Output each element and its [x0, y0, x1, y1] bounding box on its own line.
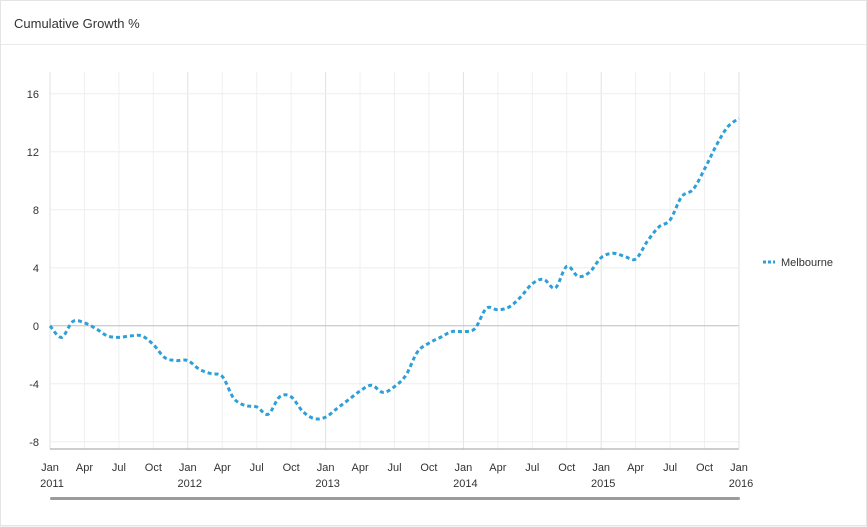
- x-tick-year-label: 2011: [40, 478, 64, 490]
- x-tick-label: Jan: [317, 462, 335, 474]
- y-tick-label: -8: [29, 437, 39, 449]
- x-tick-label: Apr: [76, 462, 93, 474]
- y-tick-label: 4: [33, 263, 39, 275]
- x-tick-label: Apr: [489, 462, 506, 474]
- x-tick-label: Jan: [592, 462, 610, 474]
- x-tick-label: Jul: [525, 462, 539, 474]
- y-tick-label: 16: [27, 89, 39, 101]
- chart-legend[interactable]: Melbourne: [763, 257, 833, 269]
- y-tick-label: 8: [33, 205, 39, 217]
- legend-label[interactable]: Melbourne: [781, 257, 833, 269]
- panel-title: Cumulative Growth %: [14, 16, 140, 31]
- panel-header: Cumulative Growth %: [1, 1, 866, 45]
- x-tick-label: Oct: [420, 462, 437, 474]
- x-tick-year-label: 2016: [729, 478, 753, 490]
- x-tick-label: Jul: [663, 462, 677, 474]
- x-tick-label: Jan: [730, 462, 748, 474]
- x-tick-label: Apr: [214, 462, 231, 474]
- chart-axes: 16 12 8 4 0 -4 -8 Jan 2011 Apr Jul Oct Jan 2012 Apr Jul…: [27, 72, 753, 490]
- chart-gridlines: [49, 72, 740, 449]
- x-tick-label: Jul: [387, 462, 401, 474]
- x-tick-label: Jan: [455, 462, 473, 474]
- x-tick-label: Oct: [558, 462, 575, 474]
- x-tick-label: Jul: [250, 462, 264, 474]
- x-tick-label: Jan: [179, 462, 197, 474]
- y-tick-label: 0: [33, 321, 39, 333]
- x-tick-label: Apr: [627, 462, 644, 474]
- chart-series: [48, 117, 740, 421]
- x-tick-year-label: 2014: [453, 478, 477, 490]
- x-tick-year-label: 2013: [315, 478, 339, 490]
- chart-scrollbar[interactable]: [50, 497, 740, 500]
- x-tick-label: Apr: [351, 462, 368, 474]
- x-tick-label: Oct: [696, 462, 713, 474]
- x-tick-year-label: 2012: [178, 478, 202, 490]
- x-tick-label: Jan: [41, 462, 59, 474]
- y-tick-label: -4: [29, 379, 39, 391]
- x-tick-label: Oct: [283, 462, 300, 474]
- x-tick-label: Jul: [112, 462, 126, 474]
- x-tick-label: Oct: [145, 462, 162, 474]
- y-tick-label: 12: [27, 147, 39, 159]
- x-tick-year-label: 2015: [591, 478, 615, 490]
- series-line-melbourne: [48, 117, 740, 421]
